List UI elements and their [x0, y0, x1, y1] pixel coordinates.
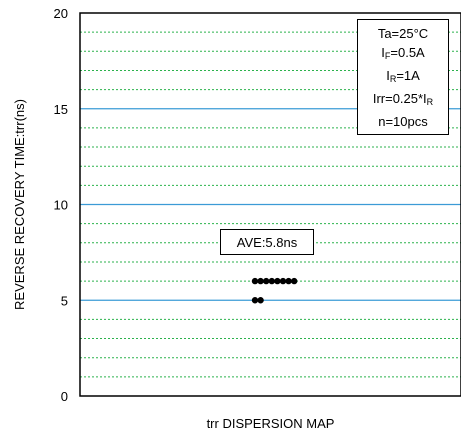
y-axis-label: REVERSE RECOVERY TIME:trr(ns): [12, 99, 27, 310]
data-point: [279, 277, 287, 285]
condition-if-sub: F: [384, 50, 391, 61]
condition-ta: Ta=25°C: [377, 25, 429, 41]
data-point: [268, 277, 275, 285]
condition-ir-value: =1A: [396, 67, 420, 83]
average-annotation: AVE:5.8ns: [220, 229, 314, 255]
y-tick-label: 5: [61, 293, 68, 308]
data-point: [285, 277, 292, 285]
data-point: [257, 277, 264, 285]
y-tick-labels: 0 5 10 15 20: [54, 6, 68, 404]
condition-ir-main: I: [386, 67, 390, 83]
y-tick-label: 0: [61, 389, 68, 404]
condition-ir-sub: R: [389, 73, 397, 84]
condition-if: IF=0.5A: [381, 43, 424, 66]
y-tick-label: 15: [54, 102, 68, 117]
data-point: [251, 297, 259, 304]
data-points: [251, 277, 298, 304]
condition-irr-main: Irr=0.25*I: [372, 90, 427, 106]
y-tick-label: 10: [54, 198, 68, 213]
data-point: [251, 277, 259, 285]
data-point: [274, 277, 281, 285]
condition-if-value: =0.5A: [390, 44, 425, 60]
grid-layer: [80, 31, 461, 378]
condition-irr: Irr=0.25*IR: [373, 89, 433, 112]
data-point: [257, 297, 264, 304]
x-axis-label: trr DISPERSION MAP: [207, 416, 335, 431]
data-point: [291, 277, 298, 285]
condition-if-main: I: [381, 44, 385, 60]
y-tick-label: 20: [54, 6, 68, 21]
data-point: [263, 277, 270, 285]
condition-n: n=10pcs: [378, 113, 428, 129]
condition-ir: IR=1A: [386, 66, 420, 89]
conditions-box: Ta=25°C IF=0.5A IR=1A Irr=0.25*IR n=10pc…: [357, 19, 449, 135]
condition-irr-sub: R: [426, 96, 434, 107]
plot-frame: [79, 12, 461, 397]
